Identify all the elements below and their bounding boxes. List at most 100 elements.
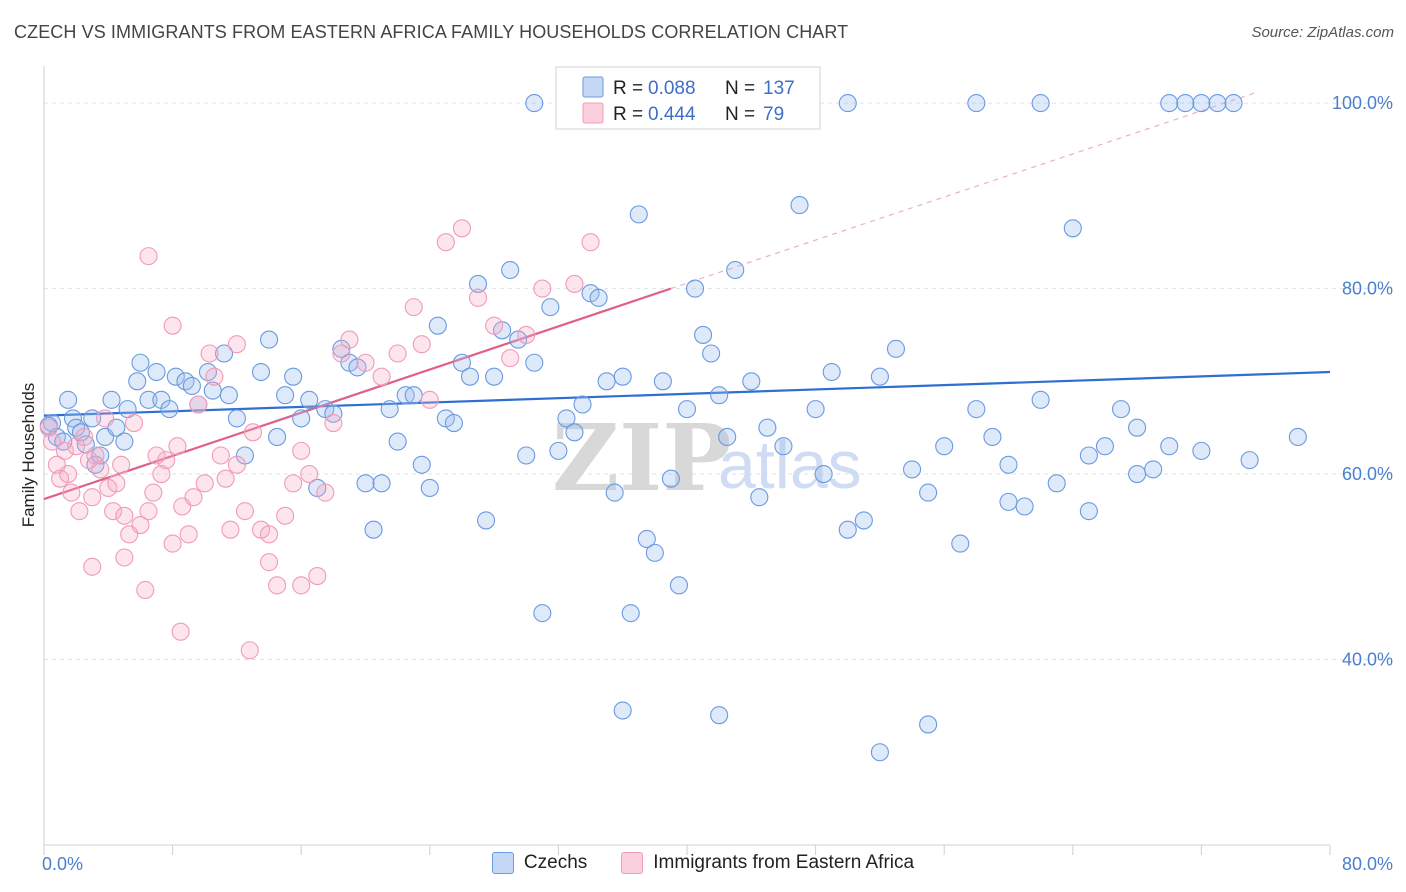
point-eastern-africa-24 — [139, 502, 158, 521]
point-czechs-78 — [621, 604, 640, 623]
point-eastern-africa-52 — [316, 483, 335, 502]
chart-title: CZECH VS IMMIGRANTS FROM EASTERN AFRICA … — [14, 22, 849, 42]
point-eastern-africa-42 — [235, 502, 254, 521]
point-czechs-114 — [1063, 219, 1082, 238]
point-eastern-africa-67 — [517, 325, 536, 344]
point-czechs-28 — [214, 344, 234, 363]
point-czechs-87 — [694, 325, 713, 344]
point-czechs-92 — [742, 372, 761, 391]
point-czechs-97 — [806, 400, 825, 419]
watermark-atlas: atlas — [718, 427, 862, 503]
point-czechs-51 — [404, 386, 423, 405]
trend-line-czechs — [43, 370, 1331, 417]
point-czechs-107 — [951, 534, 970, 553]
point-czechs-111 — [1015, 497, 1034, 516]
point-eastern-africa-28 — [157, 451, 176, 470]
y-tick-label-0: 40.0% — [1342, 650, 1393, 670]
point-eastern-africa-19 — [115, 506, 134, 525]
point-czechs-110 — [999, 492, 1018, 511]
point-czechs-79 — [629, 205, 648, 224]
point-eastern-africa-22 — [131, 516, 150, 535]
legend-item-czechs[interactable]: Czechs — [491, 852, 587, 874]
point-eastern-africa-76 — [115, 548, 134, 567]
point-eastern-africa-70 — [581, 233, 600, 252]
point-eastern-africa-63 — [452, 219, 472, 238]
legend-top-n-value-eastern-africa: 79 — [763, 104, 784, 125]
point-eastern-africa-16 — [104, 502, 123, 521]
point-eastern-africa-54 — [332, 344, 351, 363]
point-eastern-africa-74 — [259, 553, 279, 572]
point-eastern-africa-51 — [308, 567, 327, 586]
point-czechs-60 — [477, 511, 496, 530]
grid-lines — [44, 102, 1392, 661]
point-czechs-16 — [128, 372, 147, 391]
point-czechs-139 — [1240, 451, 1259, 470]
point-eastern-africa-38 — [211, 446, 230, 465]
point-czechs-58 — [460, 367, 480, 386]
point-czechs-116 — [1095, 437, 1114, 456]
legend-swatch-eastern-africa — [621, 852, 644, 874]
point-eastern-africa-27 — [152, 464, 171, 484]
point-eastern-africa-73 — [227, 335, 246, 354]
point-czechs-46 — [364, 520, 383, 539]
y-tick-label-2: 80.0% — [1342, 279, 1393, 299]
point-czechs-129 — [1031, 94, 1050, 113]
point-czechs-98 — [814, 464, 833, 484]
point-czechs-90 — [718, 427, 737, 447]
point-czechs-56 — [444, 413, 463, 433]
point-czechs-132 — [870, 743, 889, 762]
legend-swatch-czechs — [491, 852, 514, 874]
legend-top: R = 0.088 N = 137 R = 0.444 N = 79 — [555, 66, 821, 130]
point-czechs-22 — [166, 367, 185, 386]
point-czechs-115 — [1079, 502, 1098, 521]
point-czechs-117 — [1111, 400, 1131, 419]
bottom-legend: Czechs Immigrants from Eastern Africa — [0, 852, 1406, 874]
watermark-zip: ZIP — [552, 404, 731, 512]
point-czechs-63 — [501, 260, 520, 280]
point-eastern-africa-43 — [243, 423, 263, 442]
y-tick-labels: 40.0% 60.0% 80.0% 100.0% — [1332, 93, 1393, 669]
point-czechs-96 — [790, 196, 809, 215]
point-czechs-68 — [541, 298, 560, 317]
legend-item-eastern-africa[interactable]: Immigrants from Eastern Africa — [621, 852, 914, 874]
point-czechs-137 — [1160, 437, 1179, 456]
point-eastern-africa-59 — [404, 298, 423, 317]
point-czechs-91 — [726, 260, 745, 280]
point-eastern-africa-57 — [372, 367, 391, 386]
point-czechs-24 — [182, 376, 201, 395]
point-eastern-africa-32 — [179, 525, 198, 544]
point-eastern-africa-36 — [200, 344, 219, 363]
legend-top-n-value-czechs: 137 — [763, 78, 795, 99]
point-eastern-africa-23 — [136, 580, 155, 600]
point-czechs-66 — [525, 353, 544, 372]
point-czechs-121 — [1176, 94, 1195, 113]
point-eastern-africa-34 — [189, 395, 208, 414]
point-czechs-102 — [870, 367, 889, 386]
point-czechs-71 — [565, 423, 584, 442]
point-czechs-127 — [838, 94, 857, 113]
point-czechs-85 — [677, 400, 697, 419]
point-czechs-70 — [557, 409, 576, 428]
point-eastern-africa-66 — [501, 349, 520, 368]
point-czechs-17 — [131, 353, 150, 372]
legend-top-r-value-czechs: 0.088 — [648, 78, 696, 99]
point-eastern-africa-40 — [221, 520, 240, 539]
point-czechs-82 — [653, 372, 672, 391]
point-eastern-africa-47 — [276, 506, 295, 525]
point-czechs-69 — [549, 441, 568, 460]
point-eastern-africa-65 — [485, 316, 504, 335]
point-eastern-africa-62 — [436, 233, 455, 252]
point-eastern-africa-26 — [147, 446, 166, 465]
point-czechs-12 — [102, 390, 121, 409]
point-czechs-57 — [452, 353, 472, 372]
y-axis-label: Family Households — [19, 383, 38, 528]
point-eastern-africa-1 — [42, 432, 62, 451]
point-czechs-94 — [758, 418, 777, 437]
point-czechs-29 — [219, 386, 238, 405]
point-czechs-108 — [967, 400, 986, 419]
point-czechs-135 — [1079, 446, 1098, 465]
legend-top-r-value-eastern-africa: 0.444 — [648, 104, 696, 125]
point-czechs-3 — [59, 390, 78, 409]
point-czechs-30 — [227, 409, 246, 428]
point-eastern-africa-13 — [91, 460, 110, 479]
